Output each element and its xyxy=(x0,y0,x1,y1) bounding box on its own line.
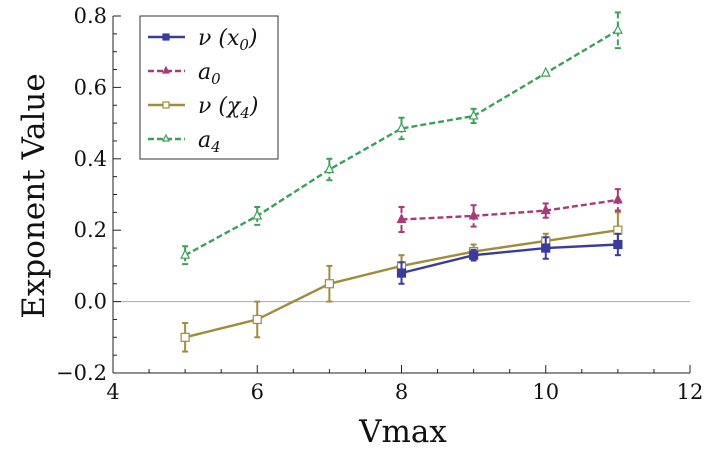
series-3 xyxy=(180,11,623,266)
data-point-marker xyxy=(396,268,407,278)
series-line xyxy=(401,243,618,275)
series-line xyxy=(401,198,619,221)
data-point-marker xyxy=(541,243,551,253)
x-tick-label: 6 xyxy=(251,380,264,404)
y-tick-label: 0.0 xyxy=(74,290,107,314)
y-tick-label: 0.8 xyxy=(74,4,107,28)
data-point-marker xyxy=(162,133,170,142)
legend-label: ν (x0) xyxy=(198,26,258,54)
data-point-marker xyxy=(469,250,479,260)
y-tick-label: 0.6 xyxy=(74,75,107,99)
data-point-marker xyxy=(324,279,334,289)
series-1 xyxy=(396,188,623,233)
data-point-marker xyxy=(468,109,479,120)
series-layer xyxy=(180,11,623,353)
data-point-marker xyxy=(540,204,551,215)
x-axis-title: Vmax xyxy=(358,414,447,449)
y-tick-label: 0.2 xyxy=(74,218,107,242)
data-point-marker xyxy=(162,33,170,41)
data-point-marker xyxy=(613,239,623,250)
legend-label: a4 xyxy=(198,128,221,156)
data-point-marker xyxy=(612,193,623,204)
data-point-marker xyxy=(396,213,407,224)
data-point-marker xyxy=(396,122,407,133)
data-point-marker xyxy=(162,101,170,109)
data-point-marker xyxy=(540,66,551,77)
y-axis-title: Exponent Value xyxy=(16,73,52,318)
x-tick-label: 8 xyxy=(395,380,408,404)
data-point-marker xyxy=(612,23,623,34)
x-tick-label: 12 xyxy=(677,380,704,404)
data-point-marker xyxy=(180,248,191,259)
y-tick-label: −0.2 xyxy=(56,361,107,385)
x-tick-label: 4 xyxy=(106,380,119,404)
x-tick-label: 10 xyxy=(532,380,559,404)
data-point-marker xyxy=(162,65,170,74)
data-point-marker xyxy=(324,163,335,174)
legend-label: a0 xyxy=(198,60,221,88)
series-0 xyxy=(396,232,623,285)
legend-label: ν (χ4) xyxy=(198,94,258,122)
axis-ticks: 4 6 8 10 12 −0.2 0.0 0.2 0.4 0.6 0.8 xyxy=(56,4,703,404)
data-point-marker xyxy=(468,209,479,220)
data-point-marker xyxy=(252,209,263,220)
legend: ν (x0) a0 ν (χ4) a4 xyxy=(139,15,279,160)
data-point-marker xyxy=(252,314,262,325)
y-tick-label: 0.4 xyxy=(74,147,107,171)
data-point-marker xyxy=(180,332,190,342)
